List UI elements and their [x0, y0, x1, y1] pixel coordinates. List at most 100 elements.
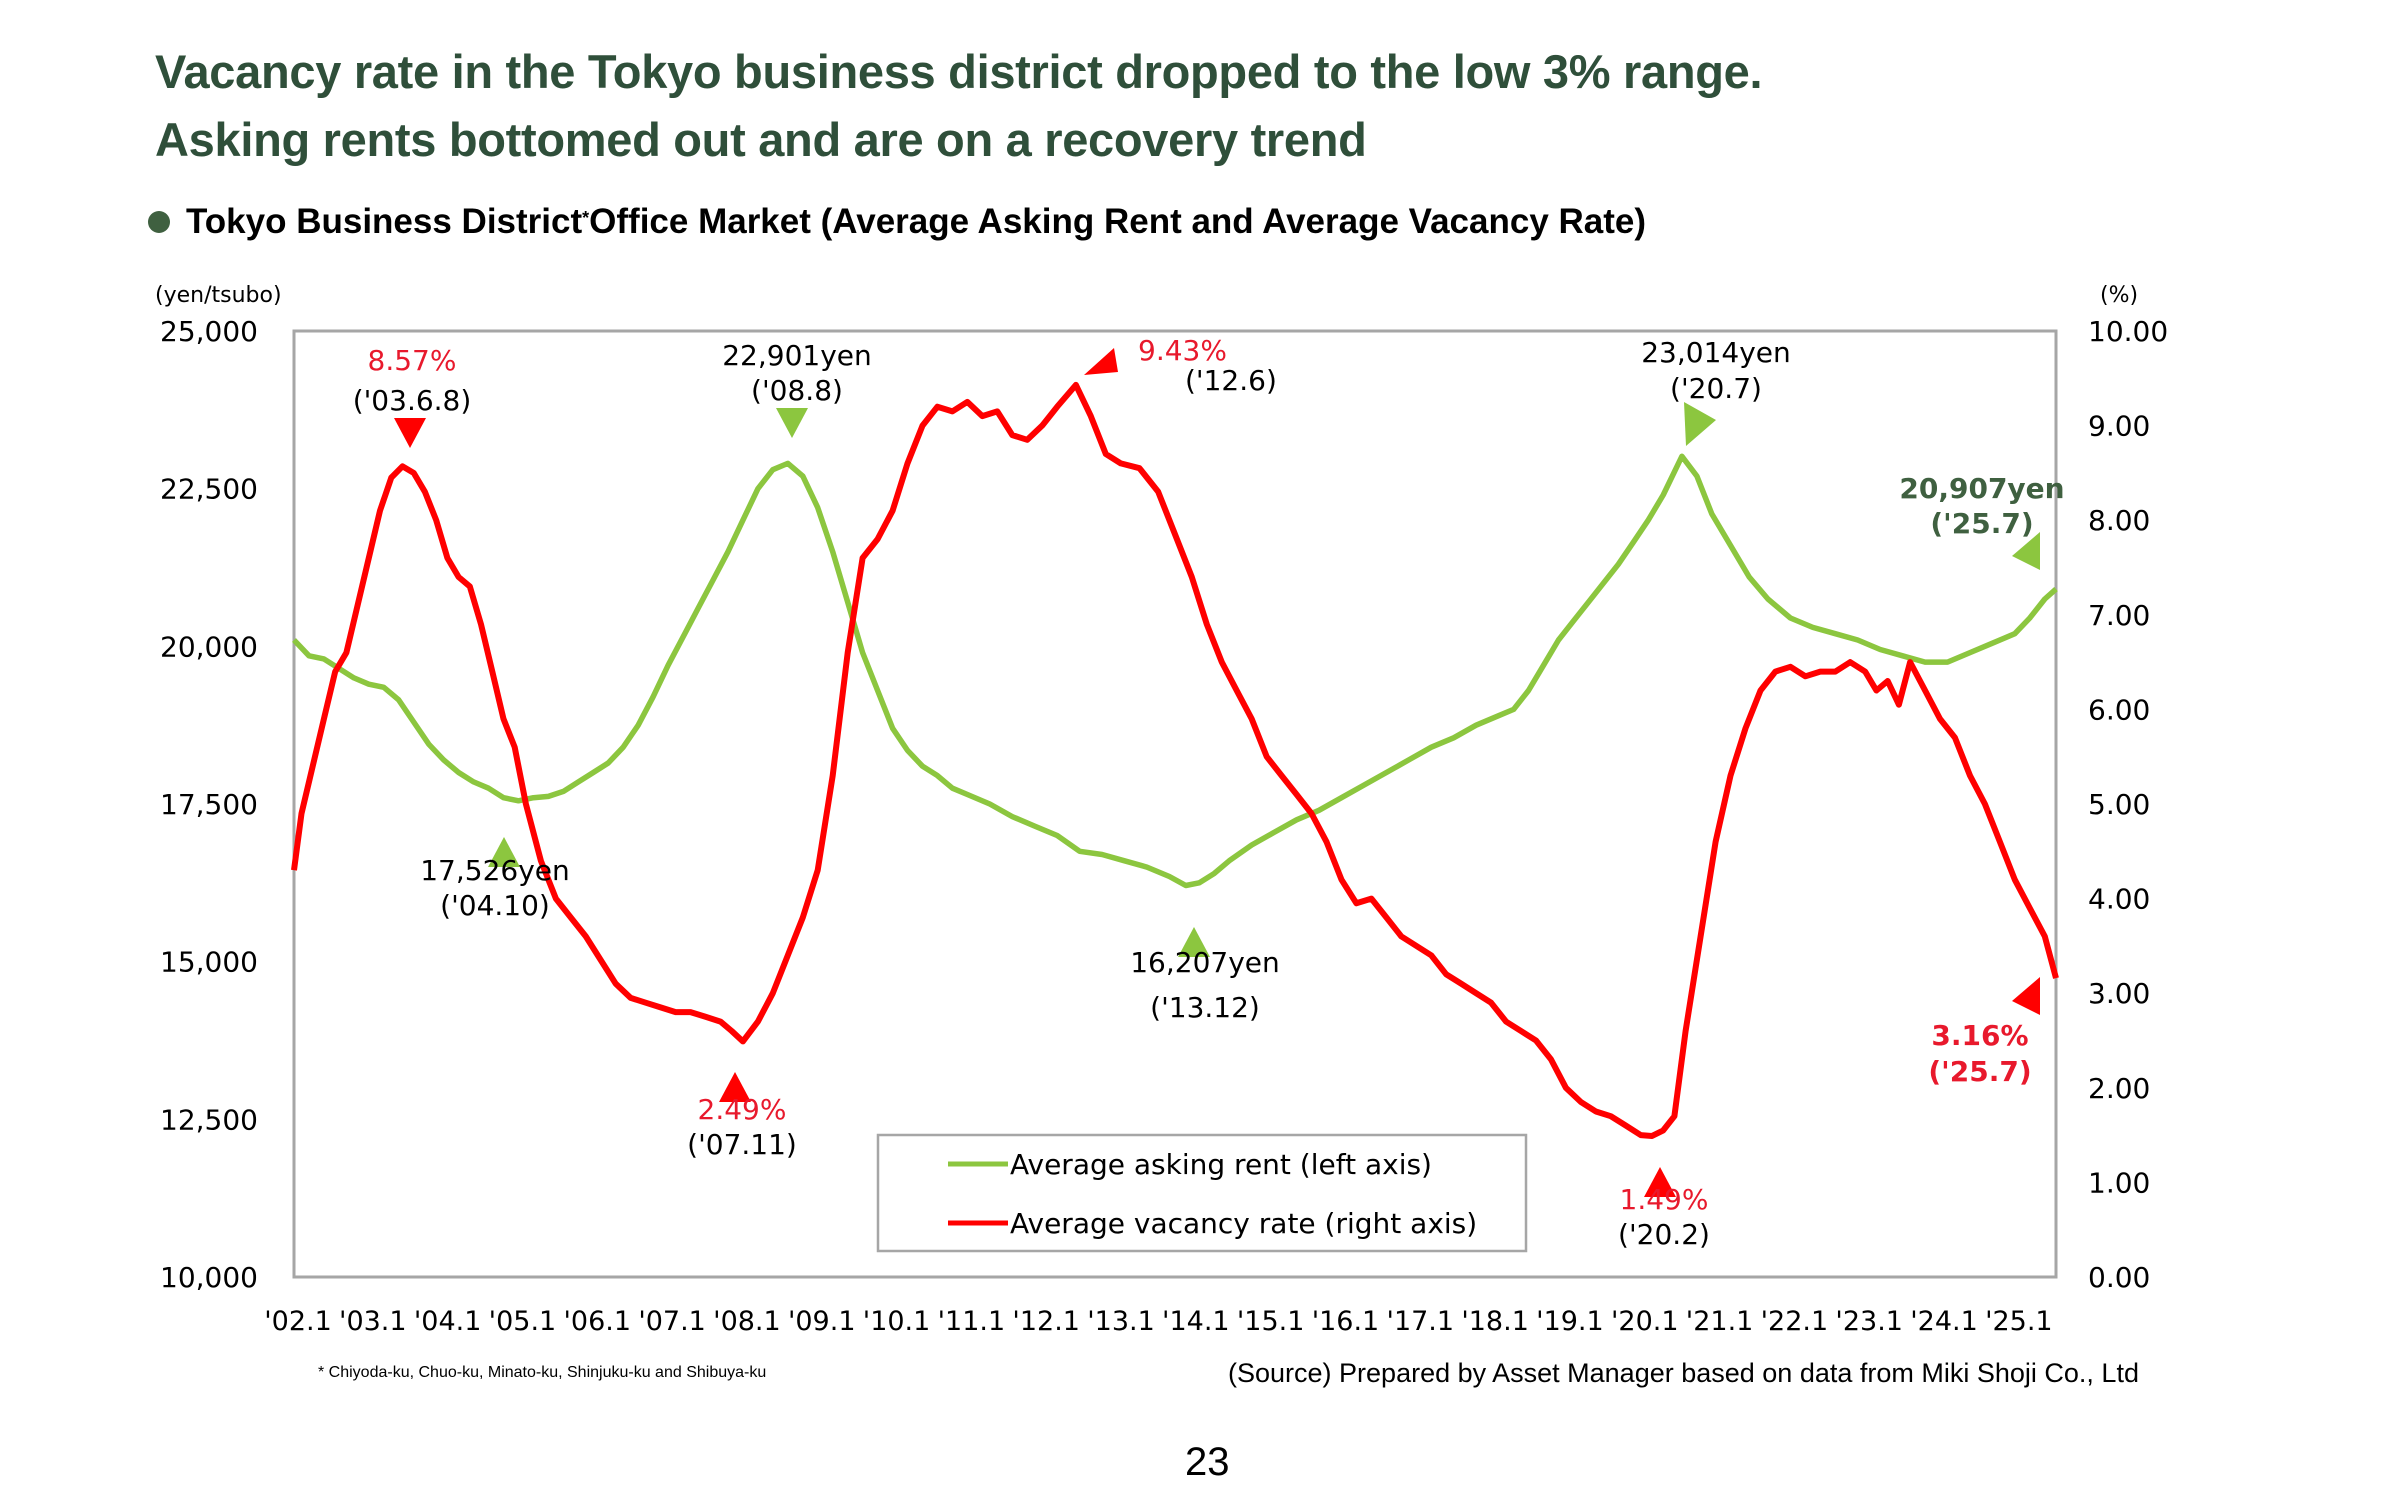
series-line-rent	[292, 453, 2058, 889]
y-left-tick-label: 22,500	[160, 473, 258, 506]
annotations: 8.57% ('03.6.8) 17,526yen('04.10) 2.49%('07…	[353, 334, 2065, 1251]
annotation-marker-up-icon	[488, 837, 520, 867]
annotation-marker-left-icon	[2012, 977, 2040, 1015]
annotation-vacancy-6: 1.49%('20.2)	[1618, 1167, 1710, 1251]
annotation-value: 20,907yen	[1899, 472, 2064, 505]
annotation-date: ('12.6)	[1185, 364, 1277, 397]
annotation-marker-down-icon	[394, 418, 426, 448]
annotation-value: 16,207yen	[1130, 946, 1280, 979]
x-tick-label: '23.1	[1835, 1306, 1903, 1337]
x-tick-label: '02.1	[264, 1306, 332, 1337]
annotation-rent-8: 20,907yen('25.7)	[1899, 472, 2065, 570]
x-tick-label: '13.1	[1087, 1306, 1155, 1337]
plot-area	[292, 329, 2058, 1279]
y-right-axis-unit: (%)	[2100, 283, 2138, 308]
footnote: * Chiyoda-ku, Chuo-ku, Minato-ku, Shinju…	[318, 1364, 767, 1381]
x-tick-label: '08.1	[713, 1306, 781, 1337]
x-tick-label: '14.1	[1162, 1306, 1230, 1337]
annotation-value: 22,901yen	[722, 339, 872, 372]
legend-box	[876, 1133, 1528, 1253]
x-tick-label: '20.1	[1611, 1306, 1679, 1337]
x-tick-label: '11.1	[938, 1306, 1006, 1337]
x-tick-label: '18.1	[1461, 1306, 1529, 1337]
x-tick-label: '10.1	[863, 1306, 931, 1337]
subtitle-footnote-mark: *	[582, 207, 590, 228]
y-right-tick-label: 7.00	[2088, 599, 2150, 632]
y-right-tick-label: 3.00	[2088, 977, 2150, 1010]
annotation-date: ('04.10)	[440, 889, 550, 922]
y-right-ticks: 10.00 9.00 8.00 7.00 6.00 5.00 4.00 3.00 2.00 1.0…	[2088, 315, 2168, 1294]
x-tick-label: '21.1	[1686, 1306, 1754, 1337]
annotation-value: 1.49%	[1620, 1183, 1709, 1216]
y-left-ticks: 25,000 22,500 20,000 17,500 15,000 12,500 10,0…	[160, 315, 258, 1294]
annotation-value: 17,526yen	[420, 854, 570, 887]
bullet-icon	[148, 211, 170, 233]
x-tick-label: '24.1	[1910, 1306, 1978, 1337]
annotation-vacancy-9: 3.16%('25.7)	[1928, 977, 2040, 1088]
annotation-rent-1: 17,526yen('04.10)	[420, 837, 570, 922]
annotation-date: ('20.2)	[1618, 1218, 1710, 1251]
y-right-tick-label: 0.00	[2088, 1261, 2150, 1294]
legend-label-vacancy: Average vacancy rate (right axis)	[1010, 1207, 1477, 1240]
y-left-tick-label: 17,500	[160, 788, 258, 821]
y-right-tick-label: 10.00	[2088, 315, 2168, 348]
annotation-marker-up-icon	[719, 1072, 751, 1102]
x-tick-label: '09.1	[788, 1306, 856, 1337]
annotation-marker-up-icon	[1084, 348, 1118, 375]
y-right-tick-label: 2.00	[2088, 1072, 2150, 1105]
annotation-rent-5: 16,207yen ('13.12)	[1130, 927, 1280, 1024]
subtitle-text: Tokyo Business District	[186, 202, 583, 241]
y-right-tick-label: 1.00	[2088, 1166, 2150, 1199]
y-right-tick-label: 6.00	[2088, 693, 2150, 726]
x-tick-label: '06.1	[564, 1306, 632, 1337]
annotation-date: ('07.11)	[687, 1128, 797, 1161]
annotation-rent-7: 23,014yen('20.7)	[1641, 336, 1791, 446]
x-tick-label: '05.1	[489, 1306, 557, 1337]
x-tick-label: '12.1	[1012, 1306, 1080, 1337]
x-tick-label: '07.1	[638, 1306, 706, 1337]
legend: Average asking rent (left axis) Average …	[876, 1133, 1528, 1253]
x-tick-label: '03.1	[339, 1306, 407, 1337]
annotation-date: ('20.7)	[1670, 372, 1762, 405]
page-title: Vacancy rate in the Tokyo business distr…	[155, 38, 1763, 174]
chart-subtitle: Tokyo Business District * Office Market (…	[148, 202, 1646, 242]
annotation-vacancy-4: 9.43%('12.6)	[1084, 334, 1277, 397]
series-lines	[291, 381, 2059, 1139]
annotation-marker-downright-icon	[1684, 402, 1716, 446]
y-left-tick-label: 25,000	[160, 315, 258, 348]
x-tick-label: '16.1	[1312, 1306, 1380, 1337]
page-number: 23	[1185, 1440, 1230, 1484]
annotation-date: ('25.7)	[1928, 1055, 2031, 1088]
annotation-date: ('13.12)	[1150, 991, 1260, 1024]
y-left-tick-label: 15,000	[160, 946, 258, 979]
annotation-value: 9.43%	[1138, 334, 1227, 367]
annotation-date: ('08.8)	[751, 374, 843, 407]
annotation-rent-3: 22,901yen('08.8)	[722, 339, 872, 438]
y-right-tick-label: 4.00	[2088, 883, 2150, 916]
x-tick-label: '17.1	[1387, 1306, 1455, 1337]
annotation-value: 23,014yen	[1641, 336, 1791, 369]
title-line-2: Asking rents bottomed out and are on a r…	[155, 113, 1367, 166]
y-left-tick-label: 10,000	[160, 1261, 258, 1294]
y-left-tick-label: 20,000	[160, 630, 258, 663]
annotation-value: 2.49%	[698, 1093, 787, 1126]
annotation-date: ('03.6.8)	[353, 384, 472, 417]
x-ticks: '02.1'03.1'04.1'05.1'06.1'07.1'08.1'09.1…	[264, 1306, 2052, 1337]
x-tick-label: '19.1	[1536, 1306, 1604, 1337]
annotation-value: 3.16%	[1931, 1019, 2028, 1052]
legend-label-rent: Average asking rent (left axis)	[1010, 1148, 1432, 1181]
x-tick-label: '25.1	[1985, 1306, 2053, 1337]
y-right-tick-label: 9.00	[2088, 410, 2150, 443]
annotation-date: ('25.7)	[1930, 507, 2033, 540]
y-left-tick-label: 12,500	[160, 1103, 258, 1136]
annotation-marker-up-icon	[1178, 927, 1210, 957]
series-line-vacancy	[291, 381, 2059, 1139]
annotation-marker-down-icon	[776, 408, 808, 438]
y-left-axis-unit: (yen/tsubo)	[155, 283, 282, 308]
annotation-value: 8.57%	[368, 344, 457, 377]
source-note: (Source) Prepared by Asset Manager based…	[1228, 1358, 2139, 1388]
annotation-vacancy-0: 8.57% ('03.6.8)	[353, 344, 472, 448]
annotation-vacancy-2: 2.49%('07.11)	[687, 1072, 797, 1161]
annotation-marker-left-icon	[2012, 532, 2040, 570]
y-right-tick-label: 5.00	[2088, 788, 2150, 821]
